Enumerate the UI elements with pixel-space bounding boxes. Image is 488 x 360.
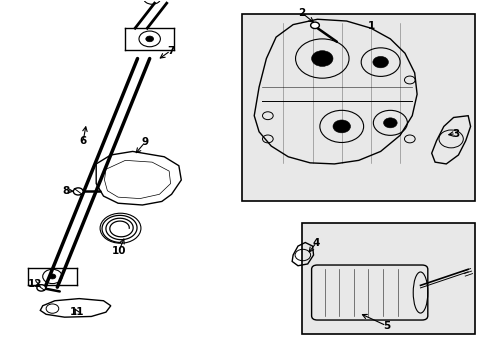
Text: 12: 12 (28, 279, 42, 289)
Bar (301, 223, 474, 334)
Circle shape (332, 120, 350, 133)
Text: 1: 1 (367, 21, 375, 31)
Text: 9: 9 (141, 138, 148, 148)
Text: 4: 4 (312, 238, 320, 248)
Text: 7: 7 (166, 46, 174, 56)
Text: 5: 5 (382, 321, 389, 331)
Text: 6: 6 (79, 136, 86, 147)
Text: 3: 3 (451, 129, 459, 139)
Circle shape (145, 36, 153, 42)
Circle shape (37, 285, 45, 291)
Text: 8: 8 (62, 186, 69, 196)
Circle shape (311, 51, 332, 66)
Circle shape (49, 274, 56, 279)
Circle shape (372, 57, 387, 68)
Text: 2: 2 (298, 8, 305, 18)
Polygon shape (45, 59, 149, 287)
Circle shape (73, 188, 83, 195)
Text: 11: 11 (69, 307, 84, 317)
Circle shape (310, 22, 319, 28)
Circle shape (383, 118, 396, 128)
Text: 10: 10 (112, 246, 126, 256)
Bar (242, 14, 474, 202)
